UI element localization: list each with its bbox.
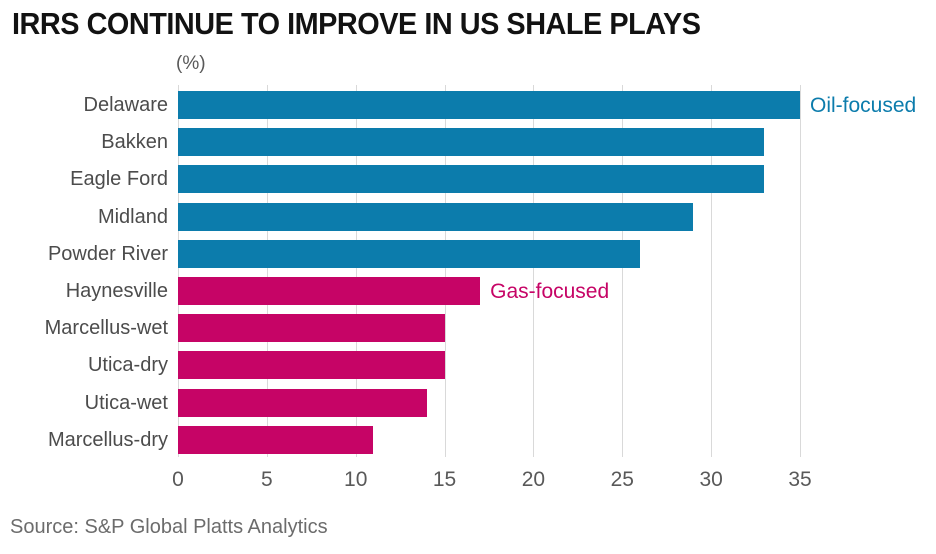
plot-area: Oil-focused Gas-focused bbox=[178, 85, 916, 457]
x-tick-label: 20 bbox=[521, 468, 546, 491]
x-tick-label: 35 bbox=[788, 468, 812, 491]
category-label-marcellus-wet: Marcellus-wet bbox=[44, 317, 168, 340]
category-label-delaware: Delaware bbox=[83, 94, 168, 116]
annotation-oil-focused: Oil-focused bbox=[810, 93, 917, 117]
category-label-powder-river: Powder River bbox=[47, 242, 168, 265]
gridline bbox=[533, 85, 535, 457]
category-label-utica-dry: Utica-dry bbox=[87, 354, 168, 377]
x-tick-label: 25 bbox=[610, 468, 634, 491]
gridline bbox=[622, 85, 624, 457]
x-tick-label: 10 bbox=[344, 468, 368, 491]
gridline bbox=[266, 85, 268, 457]
bar-delaware bbox=[178, 91, 800, 119]
category-label-eagle-ford: Eagle Ford bbox=[70, 168, 168, 191]
bar-midland bbox=[178, 202, 694, 231]
category-label-utica-wet: Utica-wet bbox=[84, 391, 168, 414]
gridline bbox=[178, 85, 179, 457]
bar-utica-dry bbox=[178, 351, 445, 380]
bar-utica-wet bbox=[178, 388, 427, 417]
bar-eagle-ford bbox=[178, 165, 765, 194]
x-tick-label: 0 bbox=[172, 468, 184, 491]
gridline bbox=[444, 85, 446, 457]
bar-bakken bbox=[178, 128, 765, 157]
gridline bbox=[711, 85, 713, 457]
x-tick-label: 30 bbox=[699, 468, 723, 491]
category-label-midland: Midland bbox=[97, 205, 168, 228]
chart-title: IRRS CONTINUE TO IMPROVE IN US SHALE PLA… bbox=[12, 6, 701, 41]
source-text: Source: S&P Global Platts Analytics bbox=[10, 516, 328, 538]
bar-marcellus-dry bbox=[178, 425, 374, 454]
annotation-gas-focused: Gas-focused bbox=[490, 279, 610, 303]
bar-haynesville bbox=[178, 277, 481, 305]
category-label-haynesville: Haynesville bbox=[65, 280, 168, 302]
bar-marcellus-wet bbox=[178, 314, 445, 343]
category-label-bakken: Bakken bbox=[101, 131, 168, 154]
gridline bbox=[355, 85, 357, 457]
x-tick-label: 15 bbox=[432, 468, 457, 491]
x-tick-label: 5 bbox=[261, 468, 273, 491]
bar-powder-river bbox=[178, 239, 641, 268]
gridline bbox=[800, 85, 801, 457]
unit-label: (%) bbox=[176, 53, 206, 74]
category-label-marcellus-dry: Marcellus-dry bbox=[47, 428, 168, 451]
